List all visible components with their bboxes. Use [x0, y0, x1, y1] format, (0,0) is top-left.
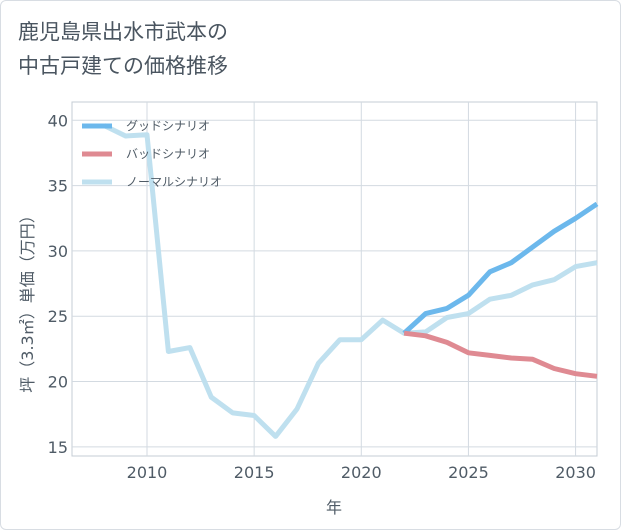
x-axis-title: 年	[326, 498, 342, 517]
series-line-2	[103, 123, 598, 439]
x-tick-label-2025: 2025	[448, 463, 489, 482]
chart-title-line1: 鹿児島県出水市武本の	[18, 20, 228, 44]
y-tick-label-20: 20	[48, 373, 68, 392]
y-tick-label-25: 25	[48, 307, 68, 326]
x-tick-label-2030: 2030	[555, 463, 596, 482]
legend-label-0: グッドシナリオ	[126, 119, 210, 133]
chart-title: 鹿児島県出水市武本の 中古戸建ての価格推移	[18, 15, 228, 83]
x-tick-label-2010: 2010	[127, 463, 168, 482]
y-tick-label-35: 35	[48, 177, 68, 196]
series-line-0	[402, 201, 599, 336]
legend-label-1: バッドシナリオ	[126, 147, 210, 161]
y-tick-label-40: 40	[48, 111, 68, 130]
x-tick-label-2015: 2015	[234, 463, 275, 482]
chart-title-line2: 中古戸建ての価格推移	[18, 54, 228, 78]
y-axis-title: 坪（3.3㎡）単価（万円）	[18, 207, 37, 392]
y-tick-label-30: 30	[48, 242, 68, 261]
legend-label-2: ノーマルシナリオ	[126, 175, 222, 189]
y-tick-label-15: 15	[48, 438, 68, 457]
series-lines	[103, 123, 599, 439]
series-line-1	[403, 330, 598, 379]
x-tick-label-2020: 2020	[341, 463, 382, 482]
